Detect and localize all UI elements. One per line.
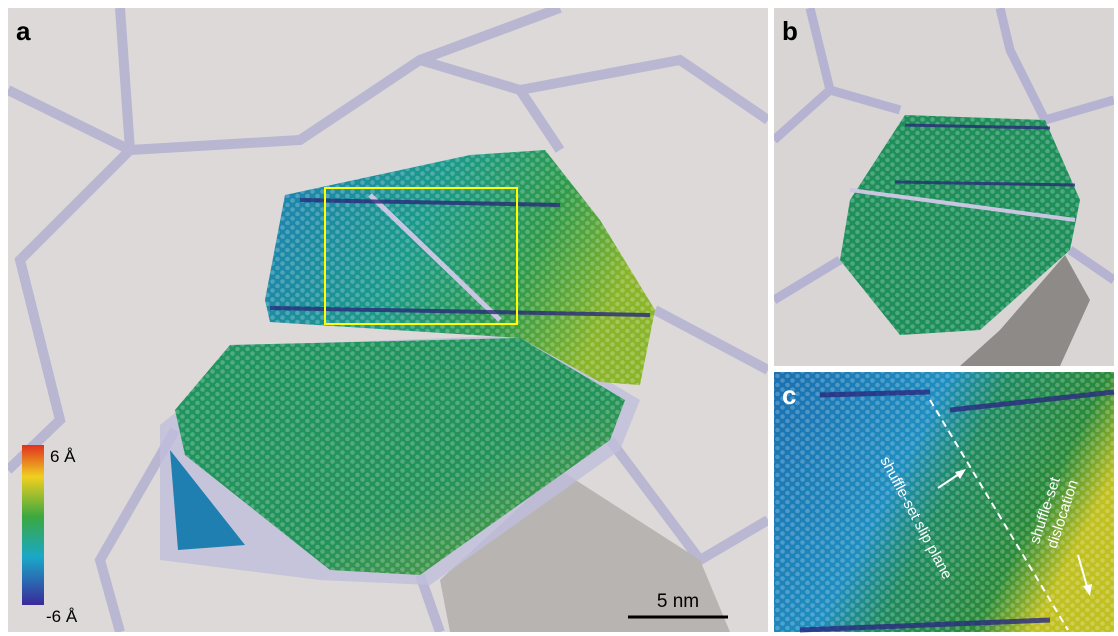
scale-bar-label: 5 nm xyxy=(657,591,699,612)
panel-label: c xyxy=(782,380,796,410)
panel-a: 6 Å -6 Å 5 nm a xyxy=(8,8,768,632)
panel-label: a xyxy=(16,16,31,46)
panel-c: shuffle-set slip plane shuffle-set dislo… xyxy=(774,372,1114,632)
colorbar-max-label: 6 Å xyxy=(50,447,76,466)
colorbar-min-label: -6 Å xyxy=(46,607,78,626)
panel-label: b xyxy=(782,16,798,46)
panel-b: b xyxy=(774,8,1114,366)
figure: 6 Å -6 Å 5 nm a b xyxy=(0,0,1118,636)
colorbar xyxy=(22,445,44,605)
